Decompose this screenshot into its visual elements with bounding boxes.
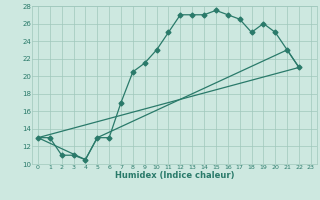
X-axis label: Humidex (Indice chaleur): Humidex (Indice chaleur) <box>115 171 234 180</box>
